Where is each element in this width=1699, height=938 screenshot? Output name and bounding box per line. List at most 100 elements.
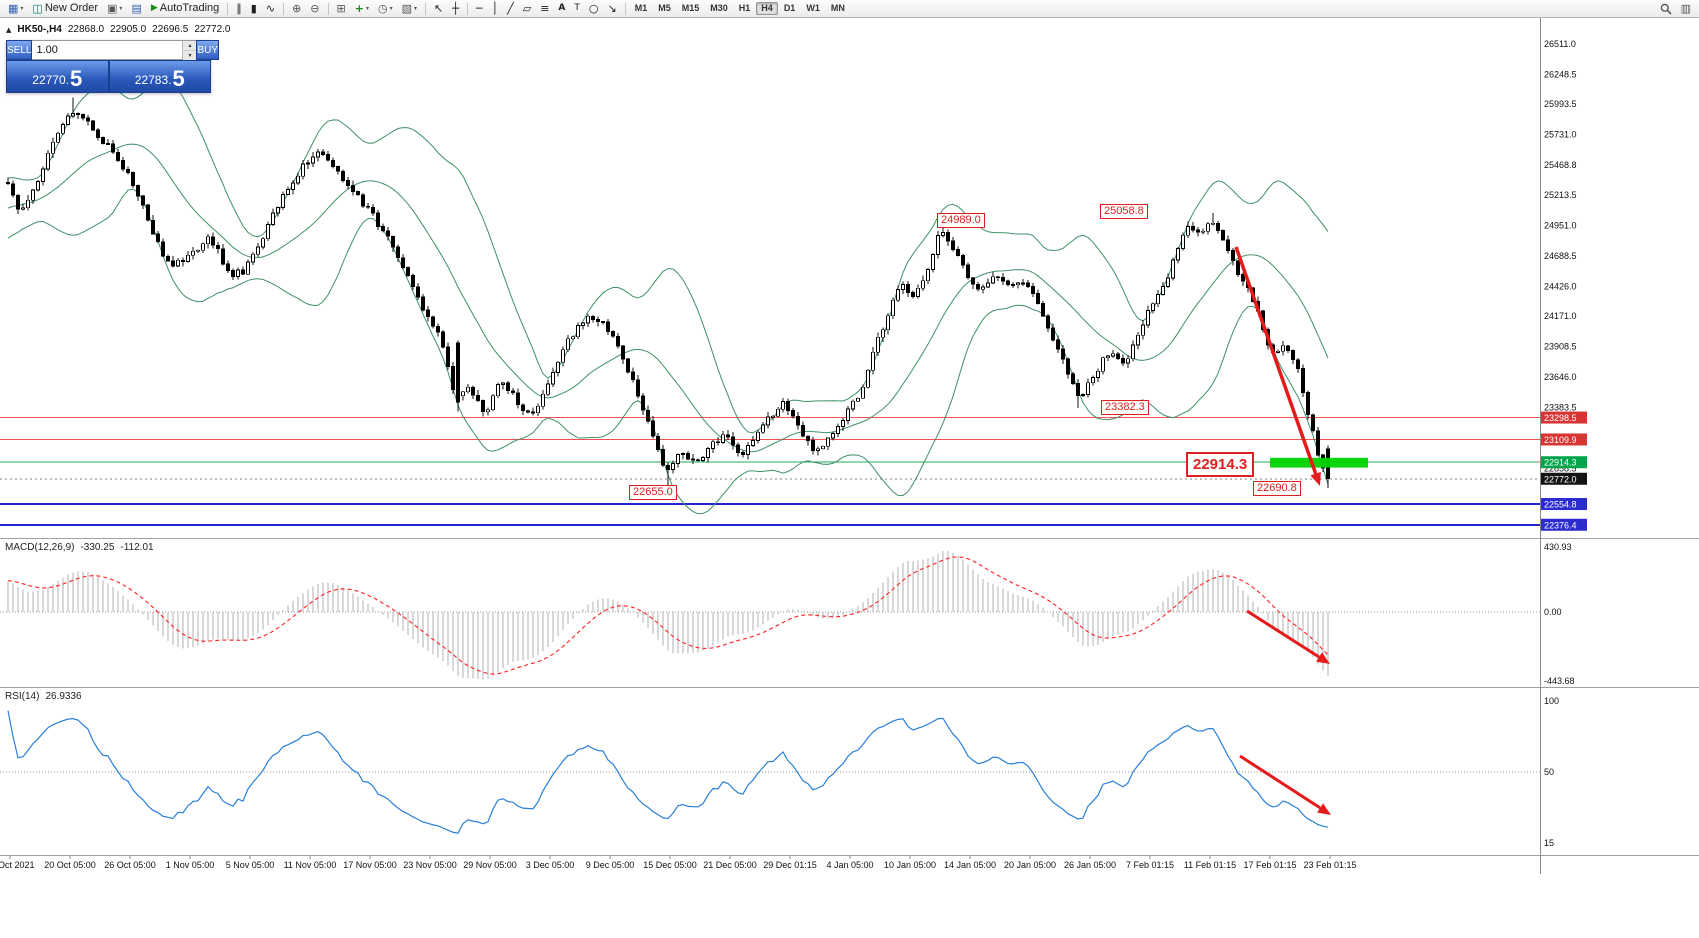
candle-body	[691, 458, 695, 461]
trend-arrow-line[interactable]	[1239, 754, 1321, 810]
periods-button[interactable]: ◷ ▾	[374, 0, 397, 17]
candle-body	[1301, 368, 1305, 393]
search-button[interactable]	[1656, 0, 1676, 17]
candle-body	[201, 243, 205, 251]
candle-body	[336, 166, 340, 172]
timeframe-m15-button[interactable]: M15	[681, 3, 700, 13]
zoom-out-button[interactable]: ⊖	[306, 0, 323, 17]
time-axis-label: 9 Dec 05:00	[586, 860, 635, 870]
volume-increase-button[interactable]: ▴	[183, 41, 197, 51]
cursor-tool-button[interactable]: ↖	[430, 0, 447, 17]
profiles-button[interactable]: ▣ ▾	[103, 0, 126, 17]
autotrading-button[interactable]: ▶ AutoTrading	[147, 0, 223, 17]
toolbar: ▦ ▾ ◫ New Order ▣ ▾ ▤ ▶ AutoTrading ∥ ▮ ∿ ⊕ …	[0, 0, 1699, 18]
price-axis-badge	[1541, 498, 1587, 511]
candle-body	[231, 270, 235, 278]
new-chart-button[interactable]: ▦ ▾	[4, 0, 27, 17]
vertical-line-tool-button[interactable]: │	[487, 0, 502, 17]
crosshair-tool-button[interactable]: ┼	[448, 0, 463, 17]
buy-button[interactable]: 22783. 5	[108, 60, 211, 93]
volume-input[interactable]	[32, 41, 183, 59]
toolbar-separator	[466, 2, 468, 15]
price-axis-badge	[1541, 518, 1587, 531]
candle-body	[571, 336, 575, 340]
rsi-line	[7, 710, 1329, 834]
chart-properties-button[interactable]: ▥	[1677, 0, 1695, 17]
candle-body	[41, 168, 45, 182]
autotrading-label: AutoTrading	[159, 2, 220, 14]
timeframe-m1-button[interactable]: M1	[634, 3, 648, 13]
price-axis-label: 24171.0	[1544, 311, 1577, 321]
timeframe-m30-button[interactable]: M30	[710, 3, 728, 13]
rsi-value: 26.9336	[45, 691, 82, 702]
shapes-tool-button[interactable]: ○	[585, 0, 603, 17]
candle-body	[256, 246, 260, 255]
time-axis[interactable]	[0, 855, 1540, 874]
candle-body	[76, 113, 80, 115]
volume-control[interactable]: ▴ ▾	[32, 40, 197, 61]
timeframe-w1-button[interactable]: W1	[806, 3, 820, 13]
candle-body	[1166, 277, 1170, 287]
arrows-tool-button[interactable]: ↘	[604, 0, 621, 17]
indicators-button[interactable]: + ▾	[351, 0, 373, 17]
timeframe-h1-button[interactable]: H1	[738, 3, 751, 13]
candle-body	[211, 236, 215, 246]
rsi-scale-label: 50	[1544, 767, 1554, 777]
time-axis-label: 11 Nov 05:00	[284, 860, 337, 870]
price-axis-badge-label: 22554.8	[1544, 500, 1577, 510]
zoom-in-button[interactable]: ⊕	[288, 0, 305, 17]
timeframe-m5-button[interactable]: M5	[658, 3, 671, 13]
support-zone-highlight[interactable]	[1270, 457, 1368, 468]
timeframe-mn-button[interactable]: MN	[830, 3, 845, 13]
sell-button[interactable]: 22770. 5	[6, 60, 109, 93]
candle-body	[466, 386, 470, 393]
candle-body	[501, 382, 505, 385]
candle-body	[1026, 282, 1030, 287]
candle-body	[846, 408, 850, 421]
price-axis-badge-label: 22772.0	[1544, 474, 1577, 484]
templates-button[interactable]: ▧ ▾	[398, 0, 421, 17]
candle-body	[486, 409, 490, 413]
market-watch-button[interactable]: ▤	[127, 0, 145, 17]
one-click-collapse-arrow[interactable]: ▲	[6, 25, 12, 34]
trendline-tool-button[interactable]: ╱	[503, 0, 518, 17]
candle-body	[471, 386, 475, 396]
price-axis[interactable]	[1540, 18, 1699, 874]
candle-body	[66, 115, 70, 125]
candle-body	[411, 275, 415, 288]
channel-tool-button[interactable]: ▱	[519, 0, 535, 17]
fibonacci-tool-button[interactable]: ≡	[536, 0, 553, 17]
candle-body	[831, 433, 835, 439]
chart-canvas[interactable]	[0, 18, 1540, 855]
candle-body	[821, 445, 825, 450]
bar-chart-button[interactable]: ∥	[232, 0, 246, 17]
crosshair-icon: ┼	[452, 2, 459, 15]
price-axis-badge	[1541, 433, 1587, 446]
price-axis-label: 22858.5	[1544, 464, 1577, 474]
candle-body	[966, 264, 970, 279]
text-tool-button[interactable]: A	[554, 0, 569, 17]
tile-windows-button[interactable]: ⊞	[333, 0, 350, 17]
candlestick-chart-button[interactable]: ▮	[247, 0, 261, 17]
timeframe-h4-button[interactable]: H4	[756, 2, 778, 15]
timeframe-d1-button[interactable]: D1	[783, 3, 796, 13]
trend-arrow-line[interactable]	[1246, 609, 1320, 659]
new-order-button[interactable]: ◫ New Order	[28, 0, 102, 17]
candle-body	[431, 316, 435, 327]
label-tool-button[interactable]: T	[570, 0, 584, 17]
candle-body	[926, 269, 930, 282]
candle-body	[381, 226, 385, 232]
candle-body	[536, 405, 540, 414]
time-axis-label: 15 Dec 05:00	[643, 860, 697, 870]
new-order-icon: ◫	[32, 2, 43, 15]
line-chart-button[interactable]: ∿	[262, 0, 279, 17]
candle-body	[521, 404, 525, 412]
time-axis-label: 21 Dec 05:00	[703, 860, 757, 870]
trend-arrow-line[interactable]	[1234, 246, 1318, 475]
candle-body	[261, 238, 265, 248]
templates-icon: ▧	[401, 2, 412, 15]
candle-body	[286, 189, 290, 195]
candle-body	[186, 254, 190, 263]
horizontal-line-tool-button[interactable]: ─	[472, 0, 487, 17]
